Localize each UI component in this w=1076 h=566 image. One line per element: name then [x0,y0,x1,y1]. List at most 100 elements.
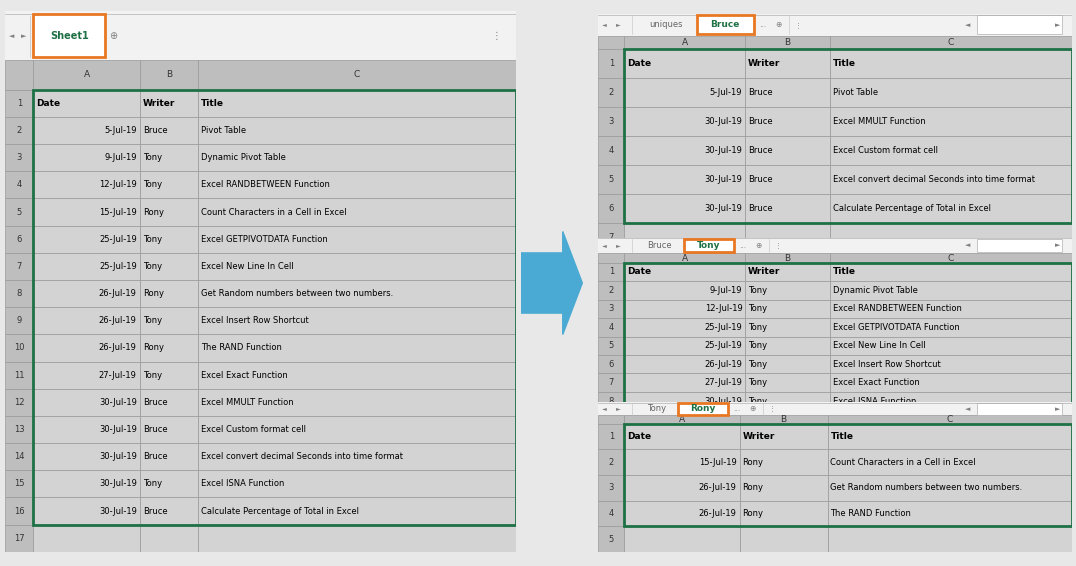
Text: 9-Jul-19: 9-Jul-19 [710,286,742,295]
Bar [1072,475,1076,500]
Text: ◄: ◄ [601,406,606,411]
Bar [1072,281,1076,299]
Text: 4: 4 [17,181,23,190]
Text: 4: 4 [609,145,614,155]
Bar [830,78,1072,106]
Bar [33,89,516,525]
Bar [5,525,33,552]
Bar [1072,223,1076,252]
Bar [746,281,830,299]
Text: 3: 3 [609,117,614,126]
Bar [1072,423,1076,449]
Bar [598,223,624,252]
Text: Excel ISNA Function: Excel ISNA Function [201,479,284,488]
Bar [5,362,33,389]
Text: ⋮: ⋮ [491,31,501,41]
Text: 26-Jul-19: 26-Jul-19 [99,344,137,353]
Text: Tony: Tony [143,235,162,244]
Text: Bruce: Bruce [710,20,740,29]
Bar [198,362,516,389]
Text: Excel MMULT Function: Excel MMULT Function [201,398,294,407]
Bar [140,117,198,144]
Bar [1072,165,1076,194]
Bar [830,374,1072,392]
Text: Count Characters in a Cell in Excel: Count Characters in a Cell in Excel [201,208,346,217]
Text: Excel ISNA Function: Excel ISNA Function [833,397,916,406]
Text: Tony: Tony [143,181,162,190]
Bar [624,263,746,281]
Text: ◄: ◄ [9,33,14,38]
Text: B: B [780,415,787,424]
Text: Tony: Tony [748,397,767,406]
Bar [5,498,33,525]
Text: 5-Jul-19: 5-Jul-19 [710,88,742,97]
Text: Bruce: Bruce [143,398,168,407]
Bar [198,144,516,171]
Bar [5,144,33,171]
Bar [140,199,198,226]
Text: Tony: Tony [143,316,162,325]
Bar [739,500,827,526]
Bar [598,14,1072,36]
Text: Excel Custom format cell: Excel Custom format cell [201,425,306,434]
Bar [684,239,734,252]
Text: Calculate Percentage of Total in Excel: Calculate Percentage of Total in Excel [201,507,358,516]
Bar [624,136,746,165]
Bar [33,362,140,389]
Bar [33,226,140,253]
Bar [33,171,140,199]
Text: B: B [784,37,791,46]
Bar [830,281,1072,299]
Text: ...: ... [739,241,747,250]
Text: 9: 9 [17,316,23,325]
Bar [140,525,198,552]
Text: Excel GETPIVOTDATA Function: Excel GETPIVOTDATA Function [833,323,960,332]
Bar [140,144,198,171]
Bar [624,223,746,252]
Bar [977,402,1062,414]
Text: B: B [166,70,172,79]
Text: Title: Title [833,59,855,68]
Bar [1072,253,1076,263]
Text: Date: Date [627,268,651,276]
Text: 25-Jul-19: 25-Jul-19 [705,341,742,350]
Text: 30-Jul-19: 30-Jul-19 [99,452,137,461]
Bar [827,526,1072,552]
Text: 27-Jul-19: 27-Jul-19 [99,371,137,380]
Text: Excel Exact Function: Excel Exact Function [833,378,920,387]
Text: 8: 8 [17,289,23,298]
Text: ⋮: ⋮ [769,406,776,411]
Bar [746,337,830,355]
Text: Writer: Writer [748,268,780,276]
Text: 30-Jul-19: 30-Jul-19 [99,479,137,488]
Bar [746,355,830,374]
Bar [624,165,746,194]
Bar [1072,299,1076,318]
Bar [140,362,198,389]
Bar [5,253,33,280]
Text: Sheet1: Sheet1 [49,31,88,41]
Text: Excel Custom format cell: Excel Custom format cell [833,145,937,155]
Bar [1072,374,1076,392]
Text: ►: ► [20,33,26,38]
Bar [140,226,198,253]
Bar [140,171,198,199]
Text: Tony: Tony [748,378,767,387]
Text: 26-Jul-19: 26-Jul-19 [99,289,137,298]
Text: 3: 3 [609,305,614,314]
Text: Pivot Table: Pivot Table [201,126,246,135]
Text: Tony: Tony [748,305,767,314]
Bar [198,60,516,89]
Text: 3: 3 [17,153,23,162]
Text: 25-Jul-19: 25-Jul-19 [99,262,137,271]
Bar [830,49,1072,78]
Bar [33,525,140,552]
Bar [697,15,753,35]
Bar [739,423,827,449]
Text: Tony: Tony [748,360,767,368]
Text: Rony: Rony [143,289,164,298]
Bar [598,136,624,165]
Bar [140,498,198,525]
Text: 8: 8 [609,397,614,406]
Text: Bruce: Bruce [143,425,168,434]
